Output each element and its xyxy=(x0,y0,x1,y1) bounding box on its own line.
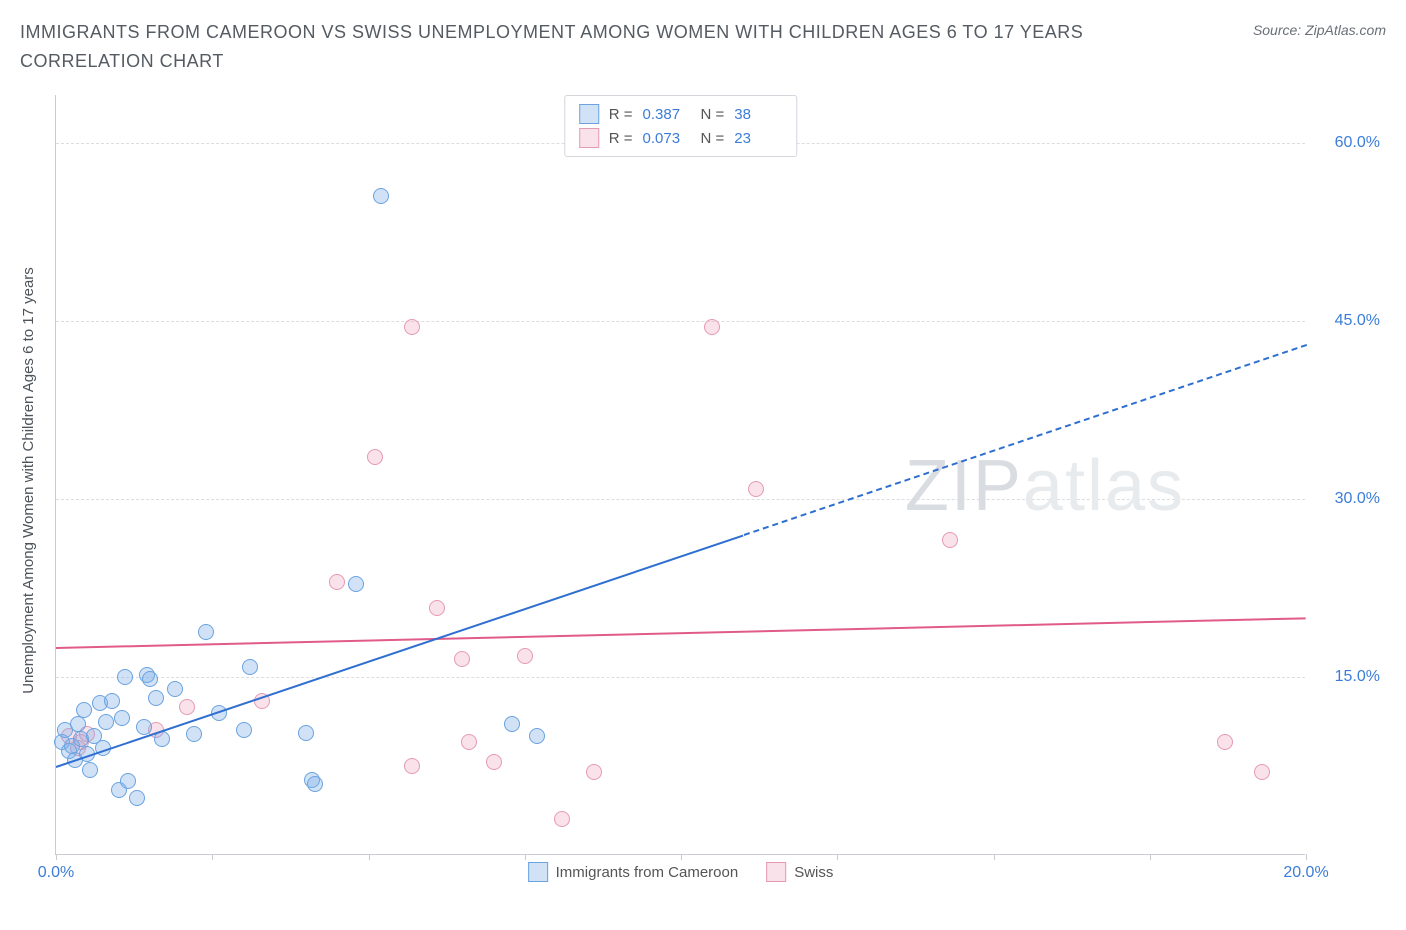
n-label: N = xyxy=(701,106,725,123)
x-tick-mark xyxy=(525,854,526,860)
watermark-atlas: atlas xyxy=(1023,446,1185,526)
trend-line xyxy=(56,534,744,767)
y-tick-label: 60.0% xyxy=(1315,134,1380,152)
watermark-zip: ZIP xyxy=(905,446,1023,526)
data-point-a xyxy=(529,728,545,744)
data-point-a xyxy=(114,710,130,726)
data-point-b xyxy=(329,574,345,590)
source-label: Source: ZipAtlas.com xyxy=(1253,22,1386,38)
swatch-a-icon xyxy=(579,104,599,124)
y-tick-label: 30.0% xyxy=(1315,490,1380,508)
legend-item-a: Immigrants from Cameroon xyxy=(528,862,739,882)
legend-item-b: Swiss xyxy=(766,862,833,882)
data-point-a xyxy=(167,681,183,697)
y-tick-label: 15.0% xyxy=(1315,668,1380,686)
y-tick-label: 45.0% xyxy=(1315,312,1380,330)
gridline xyxy=(56,321,1305,322)
n-label: N = xyxy=(701,130,725,147)
data-point-a xyxy=(373,188,389,204)
data-point-b xyxy=(1254,764,1270,780)
r-label: R = xyxy=(609,106,633,123)
data-point-a xyxy=(76,702,92,718)
data-point-b xyxy=(486,754,502,770)
data-point-b xyxy=(404,758,420,774)
data-point-b xyxy=(704,319,720,335)
legend-label-b: Swiss xyxy=(794,864,833,881)
x-tick-label: 20.0% xyxy=(1283,864,1328,882)
x-tick-mark xyxy=(837,854,838,860)
data-point-b xyxy=(1217,734,1233,750)
data-point-b xyxy=(404,319,420,335)
r-label: R = xyxy=(609,130,633,147)
data-point-b xyxy=(517,648,533,664)
swatch-a-icon xyxy=(528,862,548,882)
chart-title: IMMIGRANTS FROM CAMEROON VS SWISS UNEMPL… xyxy=(20,18,1120,76)
gridline xyxy=(56,499,1305,500)
x-tick-mark xyxy=(681,854,682,860)
legend-label-a: Immigrants from Cameroon xyxy=(556,864,739,881)
trend-line xyxy=(743,344,1306,536)
x-tick-mark xyxy=(212,854,213,860)
data-point-a xyxy=(120,773,136,789)
data-point-b xyxy=(461,734,477,750)
data-point-b xyxy=(942,532,958,548)
data-point-a xyxy=(117,669,133,685)
data-point-b xyxy=(586,764,602,780)
x-tick-mark xyxy=(1150,854,1151,860)
data-point-a xyxy=(186,726,202,742)
x-tick-mark xyxy=(369,854,370,860)
swatch-b-icon xyxy=(579,128,599,148)
data-point-a xyxy=(198,624,214,640)
data-point-a xyxy=(348,576,364,592)
data-point-a xyxy=(242,659,258,675)
n-value-b: 23 xyxy=(734,130,782,147)
n-value-a: 38 xyxy=(734,106,782,123)
x-tick-mark xyxy=(994,854,995,860)
y-axis-label: Unemployment Among Women with Children A… xyxy=(20,267,37,694)
x-tick-label: 0.0% xyxy=(38,864,74,882)
gridline xyxy=(56,677,1305,678)
data-point-a xyxy=(504,716,520,732)
x-tick-mark xyxy=(1306,854,1307,860)
data-point-a xyxy=(129,790,145,806)
data-point-a xyxy=(98,714,114,730)
stats-row-a: R = 0.387 N = 38 xyxy=(579,102,783,126)
trend-line xyxy=(56,618,1306,650)
data-point-b xyxy=(454,651,470,667)
x-tick-mark xyxy=(56,854,57,860)
data-point-a xyxy=(104,693,120,709)
plot-area: ZIPatlas R = 0.387 N = 38 R = 0.073 N = … xyxy=(55,95,1305,855)
stats-legend: R = 0.387 N = 38 R = 0.073 N = 23 xyxy=(564,95,798,157)
data-point-a xyxy=(142,671,158,687)
data-point-b xyxy=(179,699,195,715)
series-legend: Immigrants from Cameroon Swiss xyxy=(528,862,834,882)
data-point-a xyxy=(82,762,98,778)
watermark: ZIPatlas xyxy=(905,445,1185,527)
data-point-a xyxy=(307,776,323,792)
data-point-b xyxy=(429,600,445,616)
r-value-a: 0.387 xyxy=(643,106,691,123)
stats-row-b: R = 0.073 N = 23 xyxy=(579,126,783,150)
data-point-a xyxy=(298,725,314,741)
data-point-b xyxy=(554,811,570,827)
data-point-a xyxy=(136,719,152,735)
data-point-a xyxy=(148,690,164,706)
swatch-b-icon xyxy=(766,862,786,882)
data-point-b xyxy=(367,449,383,465)
r-value-b: 0.073 xyxy=(643,130,691,147)
data-point-a xyxy=(236,722,252,738)
data-point-b xyxy=(748,481,764,497)
